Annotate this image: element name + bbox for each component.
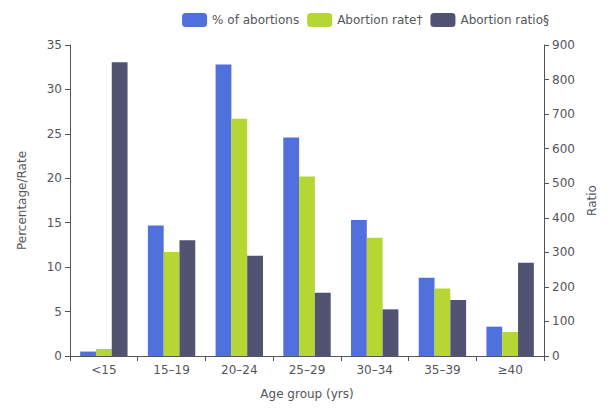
svg-text:700: 700: [552, 107, 575, 121]
svg-text:Abortion ratio§: Abortion ratio§: [460, 13, 549, 27]
svg-text:20: 20: [47, 171, 62, 185]
svg-text:5: 5: [54, 305, 62, 319]
svg-text:≥40: ≥40: [497, 363, 522, 377]
svg-text:200: 200: [552, 280, 575, 294]
svg-text:800: 800: [552, 73, 575, 87]
svg-text:25–29: 25–29: [289, 363, 326, 377]
svg-text:500: 500: [552, 176, 575, 190]
svg-text:Ratio: Ratio: [585, 185, 599, 216]
svg-text:35–39: 35–39: [424, 363, 461, 377]
svg-text:300: 300: [552, 245, 575, 259]
svg-text:0: 0: [54, 349, 62, 363]
svg-text:900: 900: [552, 38, 575, 52]
svg-text:600: 600: [552, 142, 575, 156]
svg-text:15–19: 15–19: [153, 363, 190, 377]
svg-text:0: 0: [552, 349, 560, 363]
svg-text:15: 15: [47, 216, 62, 230]
svg-text:Abortion rate†: Abortion rate†: [337, 13, 422, 27]
svg-text:% of abortions: % of abortions: [212, 13, 299, 27]
svg-text:20–24: 20–24: [221, 363, 258, 377]
svg-text:10: 10: [47, 260, 62, 274]
svg-text:30–34: 30–34: [356, 363, 393, 377]
svg-text:<15: <15: [91, 363, 116, 377]
svg-text:400: 400: [552, 211, 575, 225]
svg-text:Percentage/Rate: Percentage/Rate: [15, 151, 29, 250]
svg-text:100: 100: [552, 314, 575, 328]
svg-text:30: 30: [47, 82, 62, 96]
svg-text:25: 25: [47, 127, 62, 141]
svg-text:35: 35: [47, 38, 62, 52]
svg-text:Age group (yrs): Age group (yrs): [260, 387, 353, 401]
